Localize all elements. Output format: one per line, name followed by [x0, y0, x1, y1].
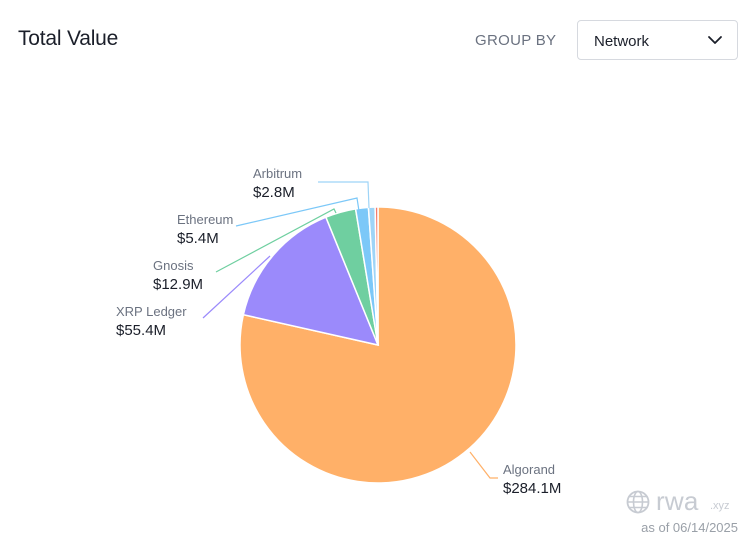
- brand-logo: rwa .xyz: [626, 486, 740, 516]
- slice-name-gnosis: Gnosis: [153, 258, 194, 273]
- slice-name-ethereum: Ethereum: [177, 212, 233, 227]
- brand-name: rwa: [656, 486, 699, 516]
- leader-line-xrp-ledger: [202, 255, 271, 319]
- chart-title: Total Value: [18, 27, 119, 50]
- leader-line-ethereum: [235, 197, 360, 227]
- leader-line-arbitrum: [318, 181, 370, 209]
- slice-name-xrp-ledger: XRP Ledger: [116, 304, 187, 319]
- pie-slice-xrp-ledger[interactable]: [242, 216, 380, 347]
- slice-name-arbitrum: Arbitrum: [253, 166, 302, 181]
- group-by-select[interactable]: Network: [577, 20, 738, 60]
- slice-value-xrp-ledger: $55.4M: [116, 322, 166, 339]
- group-by-value: Network: [594, 33, 650, 50]
- slice-value-algorand: $284.1M: [503, 480, 561, 497]
- chevron-down-icon: [708, 36, 722, 44]
- slice-value-gnosis: $12.9M: [153, 276, 203, 293]
- slice-value-ethereum: $5.4M: [177, 230, 219, 247]
- pie-slice-other[interactable]: [374, 206, 379, 346]
- slice-name-algorand: Algorand: [503, 462, 555, 477]
- brand-tld: .xyz: [710, 500, 730, 512]
- pie-slice-algorand[interactable]: [239, 206, 517, 484]
- leader-line-algorand: [469, 451, 498, 479]
- as-of-date: as of 06/14/2025: [641, 520, 738, 535]
- slice-value-arbitrum: $2.8M: [253, 184, 295, 201]
- leader-line-gnosis: [215, 208, 337, 273]
- group-by-label: GROUP BY: [475, 32, 557, 49]
- globe-icon: [626, 490, 650, 514]
